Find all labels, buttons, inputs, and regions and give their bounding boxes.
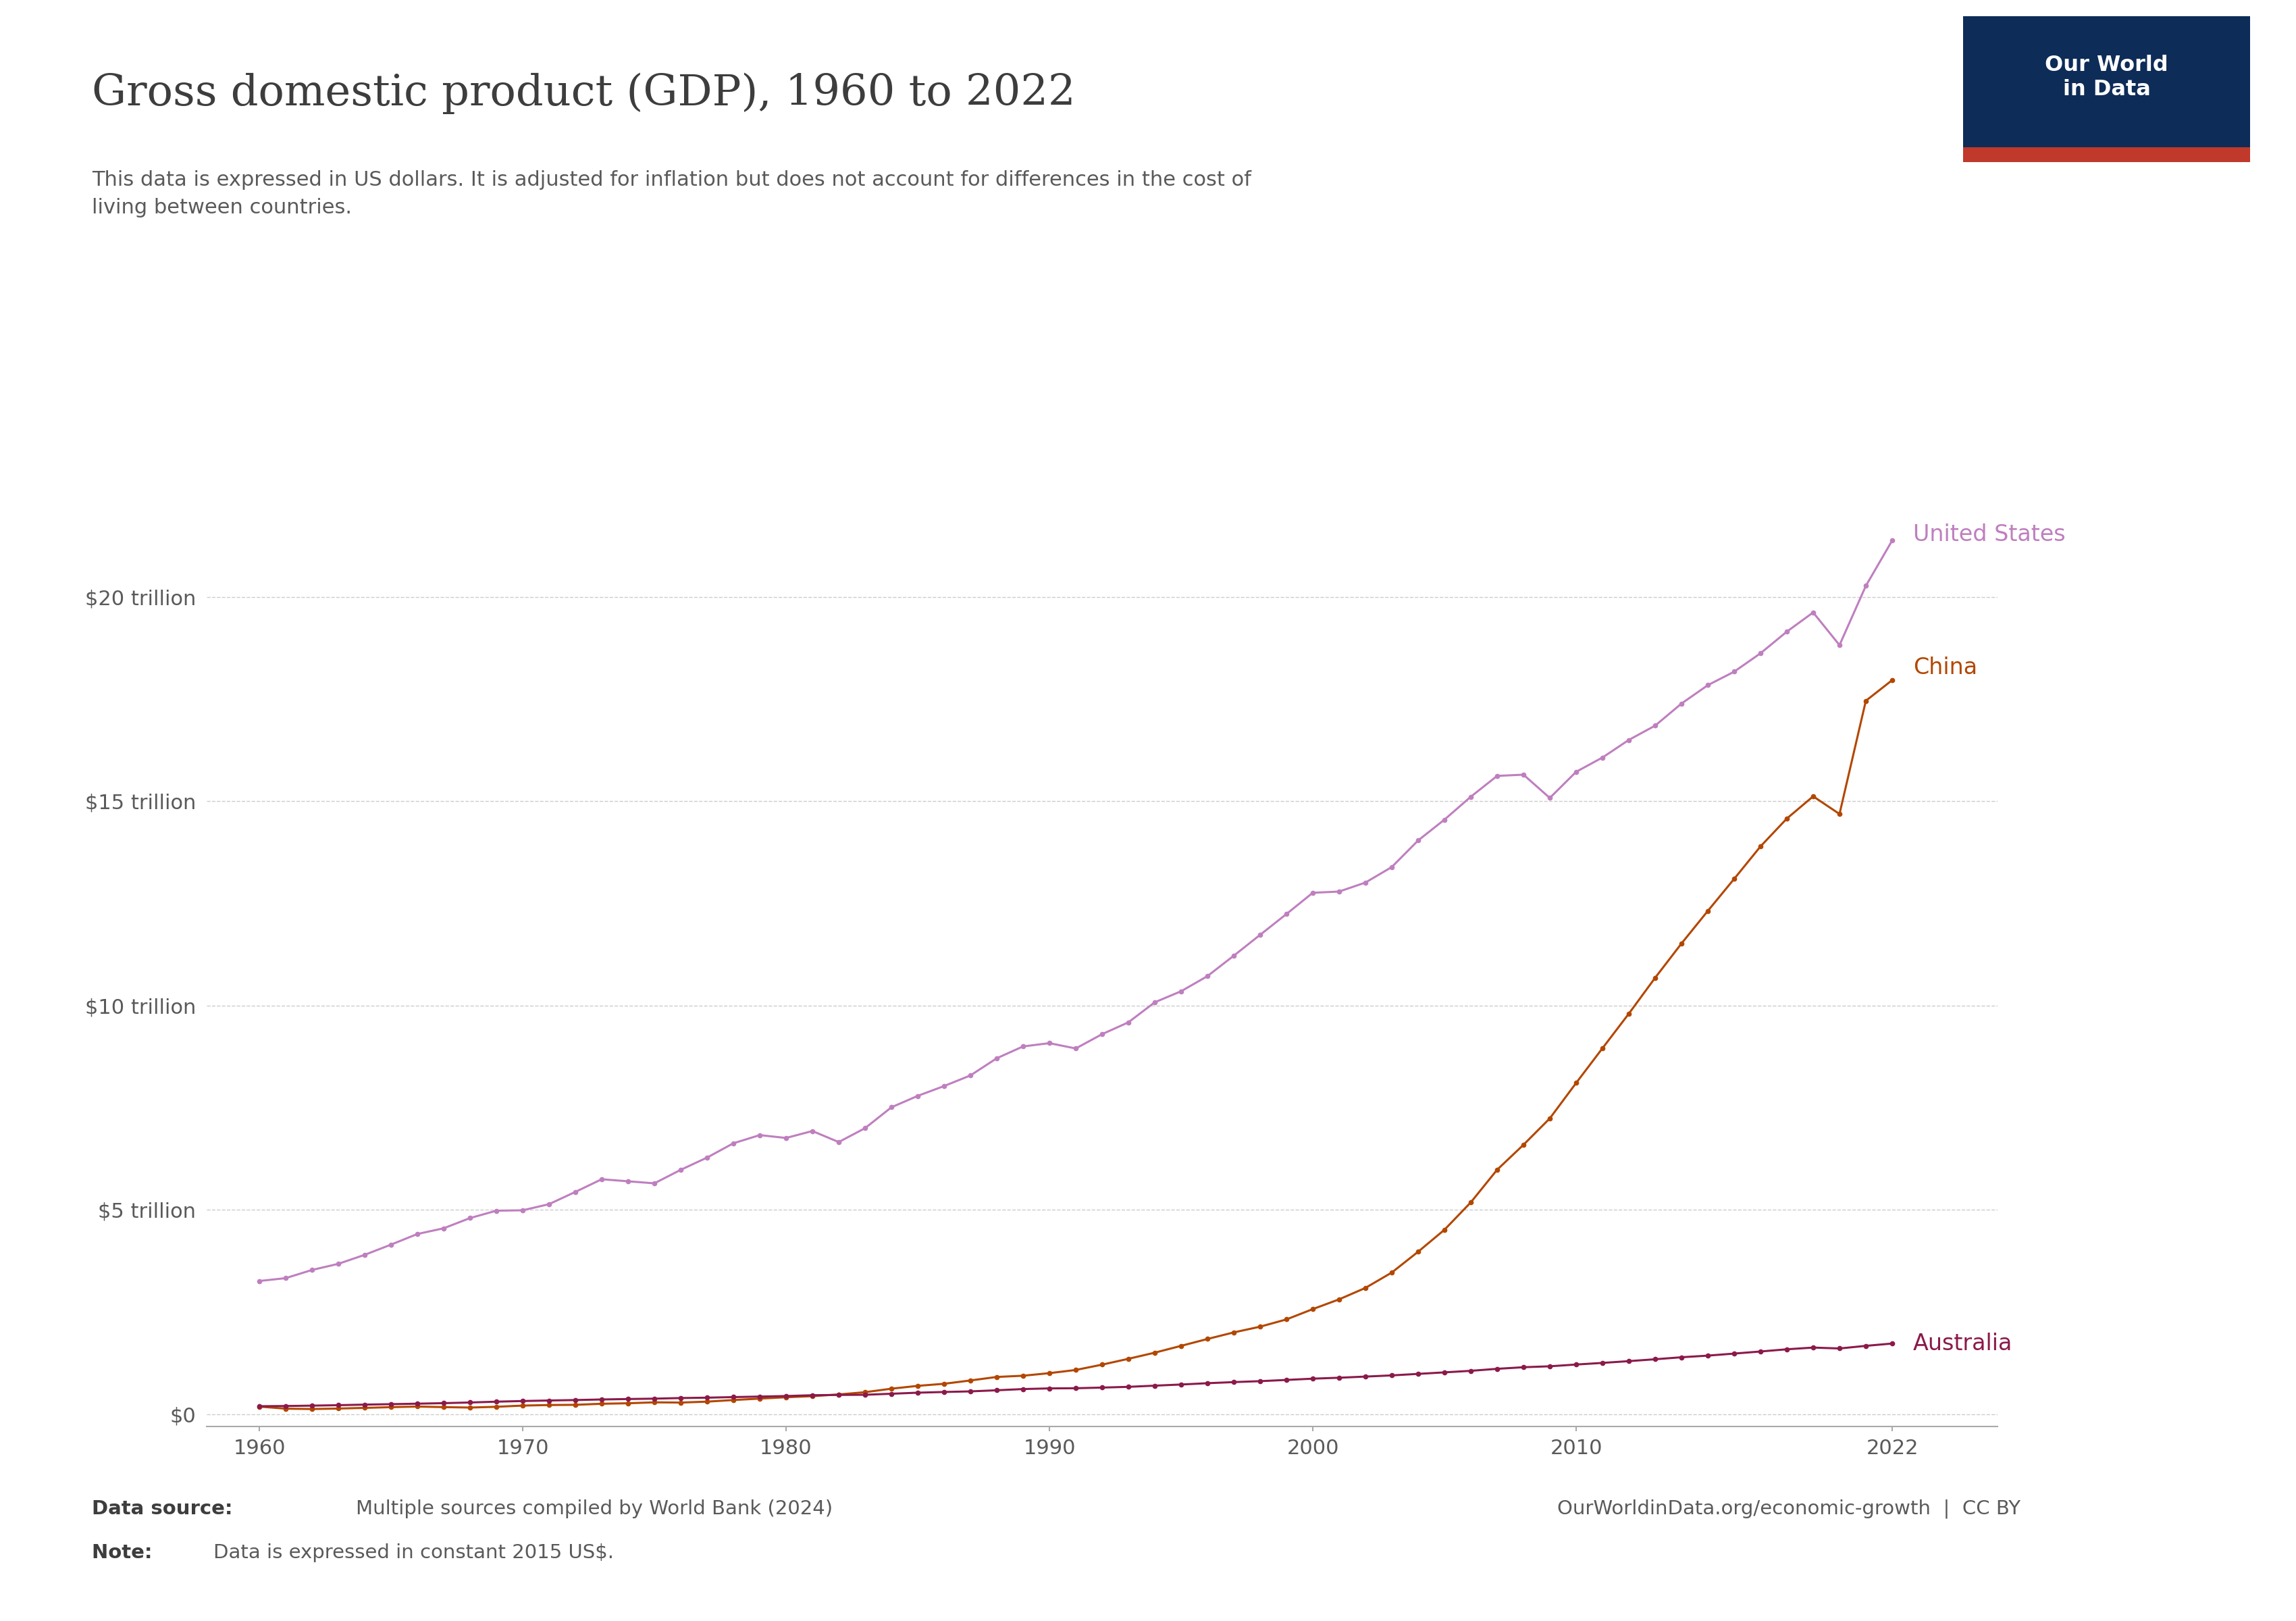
Text: Note:: Note: <box>92 1543 158 1563</box>
Text: Gross domestic product (GDP), 1960 to 2022: Gross domestic product (GDP), 1960 to 20… <box>92 73 1075 115</box>
Text: China: China <box>1913 657 1977 679</box>
Text: Multiple sources compiled by World Bank (2024): Multiple sources compiled by World Bank … <box>356 1499 833 1519</box>
Text: Australia: Australia <box>1913 1332 2014 1355</box>
Text: Data is expressed in constant 2015 US$.: Data is expressed in constant 2015 US$. <box>214 1543 613 1563</box>
Text: OurWorldinData.org/economic-growth  |  CC BY: OurWorldinData.org/economic-growth | CC … <box>1557 1499 2020 1519</box>
Text: United States: United States <box>1913 524 2066 546</box>
Text: Our World
in Data: Our World in Data <box>2046 55 2167 101</box>
Text: This data is expressed in US dollars. It is adjusted for inflation but does not : This data is expressed in US dollars. It… <box>92 170 1251 217</box>
Text: Data source:: Data source: <box>92 1499 239 1519</box>
